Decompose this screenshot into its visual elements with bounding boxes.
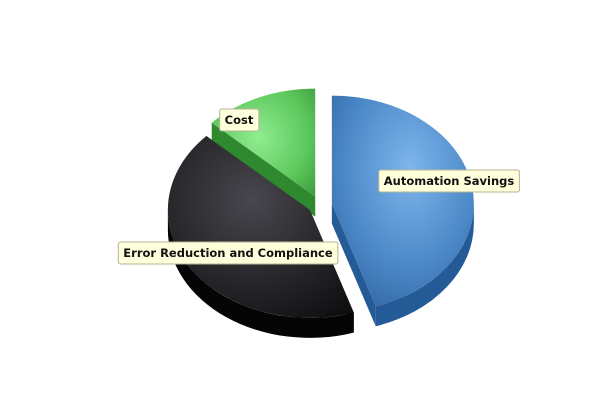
slice-label-automation-savings: Automation Savings [378, 169, 520, 193]
slice-label-text: Error Reduction and Compliance [123, 246, 333, 260]
slice-label-box [117, 241, 339, 265]
slice-cut-face-cost [211, 122, 316, 217]
slice-side-error-reduction-and-compliance [167, 209, 354, 338]
slices-layer [167, 88, 474, 338]
slice-label-error-reduction-and-compliance: Error Reduction and Compliance [117, 241, 339, 265]
labels-layer: Automation Savings Error Reduction and Co… [117, 108, 520, 265]
slice-automation-savings[interactable] [331, 95, 474, 307]
slice-label-text: Automation Savings [384, 174, 515, 188]
slice-error-reduction-and-compliance[interactable] [167, 135, 354, 318]
slice-side-automation-savings [375, 203, 474, 327]
slice-cut-face-automation-savings [331, 203, 376, 327]
slice-label-text: Cost [225, 113, 254, 127]
slice-label-box [219, 108, 260, 132]
slice-label-cost: Cost [219, 108, 260, 132]
slice-label-box [378, 169, 520, 193]
